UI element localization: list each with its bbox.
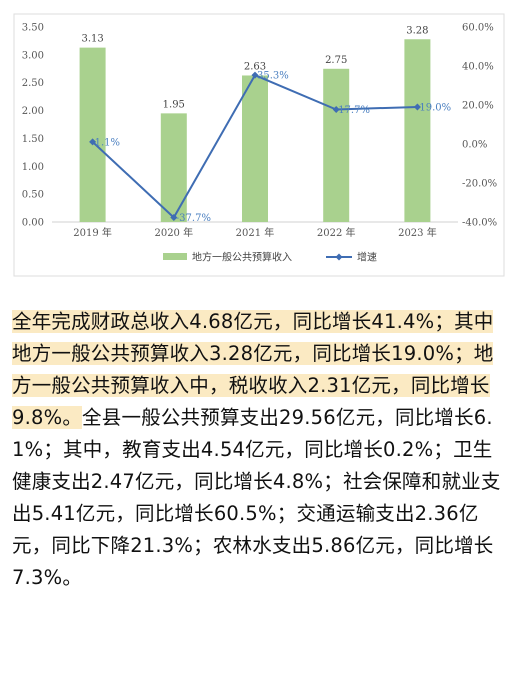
revenue-bar: [323, 68, 350, 223]
growth-rate-label: -37.7%: [176, 213, 211, 224]
x-axis-category-label: 2019 年: [73, 226, 112, 239]
left-axis-tick-label: 2.50: [22, 78, 44, 89]
right-axis-tick-label: 40.0%: [462, 62, 494, 73]
legend-bar-label: 地方一般公共预算收入: [192, 251, 292, 264]
left-axis-tick-label: 3.00: [22, 50, 44, 61]
legend-line-marker: [335, 253, 343, 261]
revenue-bar: [79, 47, 106, 222]
legend-line-label: 增速: [357, 251, 377, 264]
growth-rate-point: [413, 103, 421, 111]
growth-rate-point: [170, 214, 178, 222]
bar-value-label: 2.63: [244, 61, 266, 72]
bar-value-label: 3.13: [81, 34, 103, 45]
growth-rate-label: 17.7%: [338, 105, 370, 116]
article-paragraph: 全年完成财政总收入4.68亿元，同比增长41.4%；其中地方一般公共预算收入3.…: [0, 300, 518, 594]
chart-container: 0.00 0.50 1.00 1.50 2.00 2.50 3.00 3.50 -40.0% -2…: [0, 0, 518, 290]
x-axis-category-label: 2022 年: [317, 226, 356, 239]
x-axis-category-label: 2023 年: [398, 226, 437, 239]
left-axis-tick-label: 1.50: [22, 134, 44, 145]
x-axis-category-label: 2021 年: [236, 226, 275, 239]
left-axis-tick-label: 2.00: [22, 106, 44, 117]
growth-rate-label: 19.0%: [419, 102, 451, 113]
article-body: 全年完成财政总收入4.68亿元，同比增长41.4%；其中地方一般公共预算收入3.…: [0, 300, 518, 680]
growth-rate-label: 1.1%: [95, 137, 120, 148]
growth-rate-point: [332, 105, 340, 113]
left-axis-tick-label: 1.00: [22, 162, 44, 173]
bar-value-label: 3.28: [406, 25, 428, 36]
expenditure-text: 全县一般公共预算支出29.56亿元，同比增长6.1%；其中，教育支出4.54亿元…: [12, 406, 501, 589]
right-axis-tick-label: 20.0%: [462, 101, 494, 112]
growth-rate-point: [251, 71, 259, 79]
right-axis-tick-label: 0.0%: [462, 140, 487, 151]
revenue-bar: [404, 39, 431, 222]
revenue-bar: [242, 75, 268, 222]
revenue-growth-chart: 0.00 0.50 1.00 1.50 2.00 2.50 3.00 3.50 -40.0% -2…: [13, 13, 505, 277]
left-axis-tick-label: 0.50: [22, 190, 44, 201]
revenue-bar: [160, 113, 187, 222]
right-axis-tick-label: -20.0%: [462, 179, 497, 190]
left-axis-tick-label: 3.50: [22, 23, 44, 34]
left-axis-tick-label: 0.00: [22, 218, 44, 229]
chart-border: [13, 13, 505, 277]
growth-rate-point: [89, 138, 97, 146]
right-axis-tick-label: -40.0%: [462, 218, 497, 229]
bar-value-label: 1.95: [163, 99, 185, 110]
right-axis-tick-label: 60.0%: [462, 23, 494, 34]
legend-bar-swatch: [163, 253, 187, 260]
bar-value-label: 2.75: [325, 55, 347, 66]
x-axis-category-label: 2020 年: [154, 226, 193, 239]
growth-rate-label: 35.3%: [257, 71, 289, 82]
